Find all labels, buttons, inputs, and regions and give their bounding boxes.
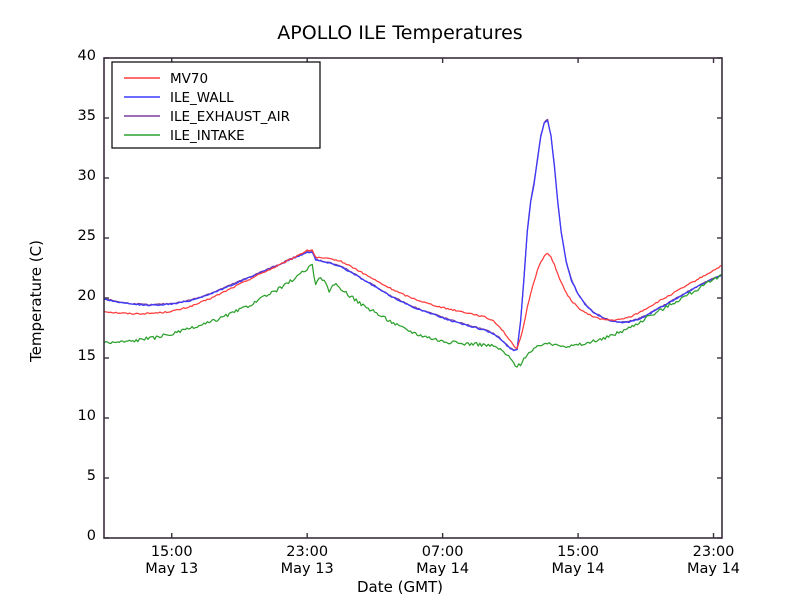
x-tick-label: 15:00 May 14 <box>518 544 638 578</box>
y-tick-label: 20 <box>77 288 96 304</box>
x-tick-time: 07:00 <box>421 544 464 560</box>
x-tick-time: 15:00 <box>557 544 599 560</box>
x-tick-date: May 14 <box>687 561 741 577</box>
y-tick-label: 10 <box>77 408 96 424</box>
legend-label-mv70[interactable]: MV70 <box>170 71 208 87</box>
y-tick-label: 0 <box>86 528 96 544</box>
y-tick-label: 35 <box>77 108 96 124</box>
series-line-mv70 <box>103 249 723 350</box>
x-tick-time: 23:00 <box>692 544 735 560</box>
page-title: APOLLO ILE Temperatures <box>277 22 523 44</box>
x-tick-label: 23:00 May 13 <box>247 544 367 578</box>
x-tick-date: May 13 <box>145 561 199 577</box>
x-tick-label: 15:00 May 13 <box>112 544 232 578</box>
y-tick-label: 30 <box>77 168 96 184</box>
legend-box <box>111 61 321 149</box>
plot-frame <box>103 57 723 539</box>
x-tick-time: 15:00 <box>150 544 193 560</box>
legend-label-ile_exhaust_air[interactable]: ILE_EXHAUST_AIR <box>170 109 290 125</box>
tick-marks <box>104 57 722 539</box>
x-tick-label: 23:00 May 14 <box>654 544 774 578</box>
legend[interactable]: MV70 ILE_WALL ILE_EXHAUST_AIR ILE_INTAKE <box>111 61 321 149</box>
x-tick-date: May 14 <box>416 561 470 577</box>
y-tick-label: 40 <box>77 48 96 64</box>
y-tick-label: 5 <box>86 468 96 484</box>
series-line-ile_intake <box>103 263 723 368</box>
series-line-ile_wall <box>103 120 723 352</box>
x-tick-time: 23:00 <box>286 544 329 560</box>
x-tick-date: May 14 <box>551 561 605 577</box>
x-tick-date: May 13 <box>280 561 334 577</box>
y-tick-label: 25 <box>77 228 96 244</box>
x-axis-label: Date (GMT) <box>356 578 444 596</box>
y-tick-label: 15 <box>77 348 96 364</box>
x-tick-label: 07:00 May 14 <box>383 544 503 578</box>
legend-label-ile_wall[interactable]: ILE_WALL <box>170 90 234 106</box>
legend-label-ile_intake[interactable]: ILE_INTAKE <box>170 128 245 144</box>
series-group <box>103 118 723 368</box>
